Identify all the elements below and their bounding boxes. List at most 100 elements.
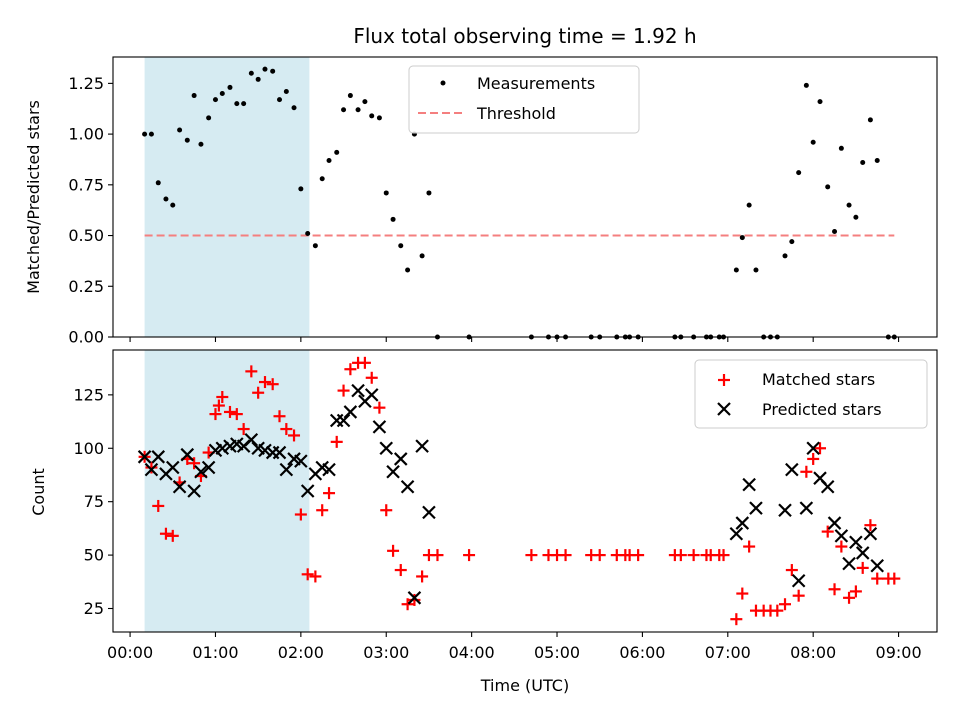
top-ytick-label: 0.50	[68, 226, 104, 245]
matched-star-point	[888, 572, 901, 585]
top-ytick-label: 1.25	[68, 74, 104, 93]
legend-threshold-label: Threshold	[476, 104, 556, 123]
bottom-legend: Matched stars Predicted stars	[694, 359, 928, 429]
bottom-x-ticks: 00:00 01:00 02:00 03:00 04:00 05:00 06:00 07:00…	[107, 632, 922, 662]
predicted-star-point	[870, 558, 885, 573]
bottom-y-ticks: 25 50 75 100 125	[73, 385, 113, 618]
predicted-star-point	[379, 441, 394, 456]
predicted-star-point	[300, 484, 315, 498]
legend-matched-label: Matched stars	[762, 370, 875, 389]
matched-star-point	[674, 549, 687, 562]
matched-star-point	[559, 549, 572, 562]
matched-star-point	[736, 587, 749, 600]
predicted-star-point	[244, 432, 259, 447]
top-ytick-label: 0.00	[68, 328, 104, 347]
measurement-point	[853, 214, 859, 220]
legend-matched-marker	[718, 374, 730, 386]
measurement-point	[369, 113, 375, 119]
bottom-ytick-label: 50	[84, 546, 104, 565]
predicted-star-point	[749, 501, 763, 515]
predicted-star-point	[422, 505, 436, 520]
bottom-axes-frame	[112, 349, 938, 633]
top-y-ticks: 0.00 0.25 0.50 0.75 1.00 1.25	[68, 74, 113, 347]
matched-star-point	[212, 399, 225, 412]
measurement-point	[419, 253, 425, 259]
predicted-star-point	[364, 388, 379, 402]
predicted-star-point	[322, 462, 336, 477]
predicted-star-point	[336, 413, 351, 428]
matched-star-point	[849, 585, 862, 598]
top-ytick-label: 0.75	[68, 175, 104, 194]
bottom-ytick-label: 100	[73, 439, 104, 458]
predicted-star-point	[215, 441, 230, 456]
matched-star-point	[771, 604, 784, 617]
xtick-label: 02:00	[278, 643, 324, 662]
predicted-star-point	[172, 479, 187, 494]
legend-measurements-marker	[440, 80, 446, 86]
matched-star-point	[864, 519, 877, 532]
matched-star-point	[344, 363, 357, 376]
measurement-point	[305, 231, 311, 237]
measurement-point	[177, 127, 183, 133]
measurement-point	[334, 149, 340, 155]
predicted-star-point	[165, 460, 180, 475]
matched-star-point	[431, 549, 444, 562]
matched-star-point	[216, 391, 229, 403]
matched-star-point	[814, 442, 827, 455]
predicted-star-point	[180, 447, 195, 462]
bottom-ytick-label: 75	[84, 492, 104, 511]
predicted-star-point	[863, 526, 878, 541]
predicted-star-point	[400, 479, 415, 494]
bottom-legend-box	[694, 359, 928, 429]
legend-predicted-label: Predicted stars	[762, 400, 882, 419]
matched-star-point	[463, 549, 476, 562]
matched-star-point	[152, 499, 165, 512]
predicted-star-point	[742, 477, 756, 492]
matched-star-point	[792, 589, 805, 602]
matched-star-point	[380, 504, 393, 517]
measurement-point	[212, 97, 218, 103]
predicted-star-point	[827, 516, 842, 530]
matched-star-point	[316, 504, 329, 517]
measurement-point	[803, 82, 809, 88]
matched-star-point	[871, 572, 884, 585]
matched-star-point	[743, 540, 756, 553]
matched-star-point	[387, 544, 400, 557]
measurement-point	[319, 176, 325, 182]
measurement-point	[789, 239, 795, 245]
measurement-point	[234, 101, 240, 107]
matched-star-point	[593, 549, 606, 562]
predicted-star-point	[785, 462, 799, 477]
matched-star-point	[717, 549, 730, 562]
xtick-label: 00:00	[107, 643, 153, 662]
measurement-point	[255, 76, 261, 82]
top-y-axis-label: Matched/Predicted stars	[24, 100, 43, 294]
matched-star-point	[807, 452, 820, 465]
top-axes-frame	[112, 56, 938, 338]
predicted-star-point	[351, 383, 365, 398]
measurement-point	[362, 99, 368, 105]
measurement-point	[817, 99, 823, 105]
predicted-star-point	[407, 591, 422, 605]
measurement-point	[270, 68, 276, 74]
measurement-point	[860, 160, 866, 166]
matched-star-point	[280, 423, 293, 436]
measurement-point	[867, 117, 873, 123]
matched-star-point	[785, 564, 798, 577]
matched-star-point	[730, 613, 743, 626]
measurement-point	[277, 97, 283, 103]
matched-star-point	[237, 423, 250, 436]
measurement-point	[142, 131, 148, 137]
matched-star-point	[365, 371, 378, 384]
matched-star-point	[301, 568, 314, 581]
matched-star-point	[401, 598, 414, 611]
matched-star-point	[166, 529, 179, 542]
legend-measurements-label: Measurements	[477, 74, 595, 93]
matched-star-point	[525, 549, 538, 562]
measurement-point	[163, 196, 169, 202]
top-shaded-span	[144, 57, 310, 337]
measurement-point	[248, 70, 254, 76]
xtick-label: 01:00	[192, 643, 238, 662]
measurement-point	[298, 186, 304, 192]
